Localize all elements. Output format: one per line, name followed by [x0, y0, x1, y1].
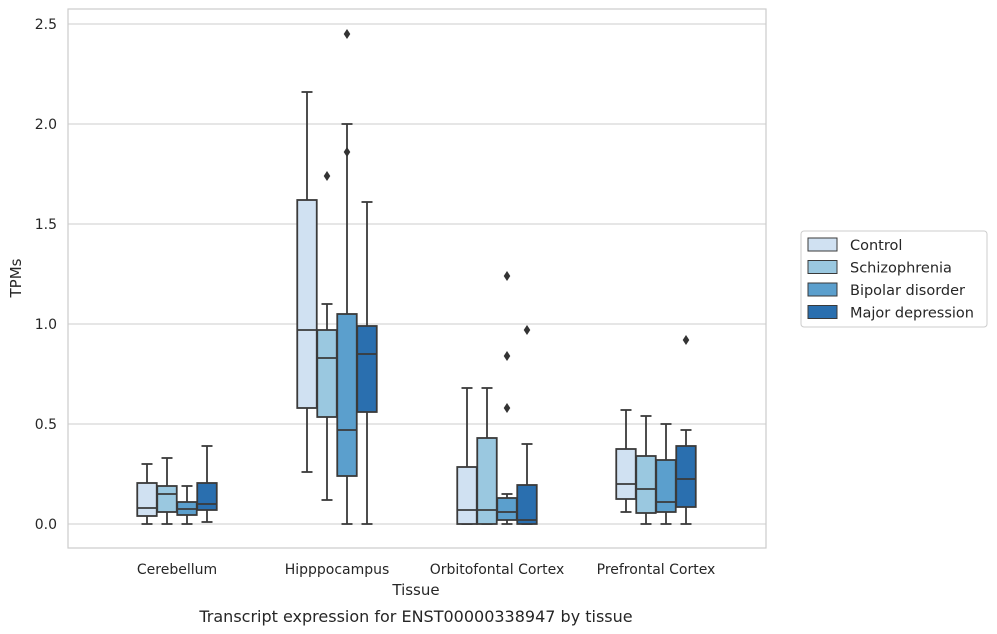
outlier-point	[323, 171, 331, 181]
box-iqr	[476, 437, 498, 525]
box-schizophrenia	[476, 387, 498, 525]
box-iqr	[615, 448, 637, 500]
box-major-depression	[356, 201, 378, 525]
y-tick-label: 2.5	[35, 17, 57, 33]
x-tick-labels: Cerebellum Hipppocampus Orbitofontal Corte…	[137, 562, 715, 578]
legend-swatch	[807, 237, 838, 252]
legend-swatch	[807, 305, 838, 319]
y-tick-label: 1.5	[35, 217, 57, 233]
box-iqr	[136, 482, 158, 517]
box-schizophrenia	[316, 171, 338, 501]
grid-lines	[68, 23, 766, 525]
outlier-point	[523, 325, 531, 335]
box-bipolar-disorder	[655, 423, 677, 525]
box-iqr	[156, 485, 178, 513]
legend-swatch	[807, 260, 838, 274]
box-major-depression	[675, 335, 697, 525]
y-tick-labels: 0.0 0.5 1.0 1.5 2.0 2.5	[35, 17, 57, 533]
box-control	[136, 463, 158, 525]
box-iqr	[316, 329, 338, 418]
legend-label: Major depression	[850, 306, 974, 322]
box-major-depression	[516, 325, 538, 525]
box-major-depression	[196, 445, 218, 523]
box-iqr	[675, 445, 697, 508]
outlier-point	[343, 147, 351, 157]
box-iqr	[635, 455, 657, 514]
y-tick-label: 0.5	[35, 417, 57, 433]
box-series-layer	[136, 29, 697, 525]
box-iqr	[296, 199, 318, 409]
x-tick-label: Hipppocampus	[285, 562, 390, 578]
y-tick-label: 0.0	[35, 517, 57, 533]
legend-label: Schizophrenia	[850, 261, 952, 277]
box-iqr	[196, 482, 218, 511]
y-tick-label: 1.0	[35, 317, 57, 333]
box-iqr	[456, 466, 478, 525]
x-axis-title: Tissue	[391, 581, 439, 599]
box-iqr	[356, 325, 378, 413]
outlier-point	[503, 351, 511, 361]
plot-frame	[67, 8, 767, 549]
x-tick-label: Prefrontal Cortex	[597, 562, 716, 578]
box-schizophrenia	[635, 415, 657, 525]
x-tick-label: Orbitofontal Cortex	[430, 562, 565, 578]
box-iqr	[336, 313, 358, 477]
box-bipolar-disorder	[336, 29, 358, 525]
outlier-point	[343, 29, 351, 39]
outlier-point	[682, 335, 690, 345]
box-bipolar-disorder	[176, 485, 198, 525]
x-tick-label: Cerebellum	[137, 562, 217, 578]
legend: Control Schizophrenia Bipolar disorder Majo…	[800, 230, 988, 328]
box-bipolar-disorder	[496, 271, 518, 525]
legend-label: Control	[850, 238, 902, 254]
legend-label: Bipolar disorder	[850, 283, 965, 299]
y-tick-label: 2.0	[35, 117, 57, 133]
box-control	[296, 91, 318, 473]
box-iqr	[516, 484, 538, 525]
legend-swatch	[807, 282, 838, 297]
box-control	[615, 409, 637, 513]
box-iqr	[496, 497, 518, 521]
outlier-point	[503, 271, 511, 281]
outlier-point	[503, 403, 511, 413]
box-iqr	[655, 459, 677, 513]
box-control	[456, 387, 478, 525]
box-schizophrenia	[156, 457, 178, 525]
y-axis-title: TPMs	[7, 258, 25, 298]
legend-frame	[800, 230, 988, 328]
chart-caption: Transcript expression for ENST0000033894…	[198, 607, 632, 626]
